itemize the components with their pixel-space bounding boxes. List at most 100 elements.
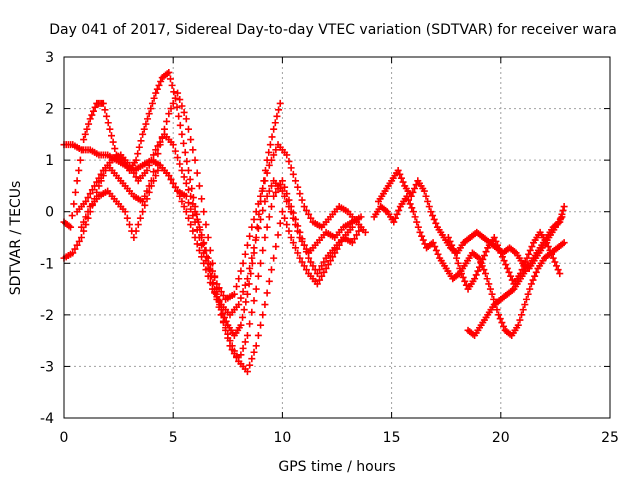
data-point xyxy=(496,315,504,323)
data-point xyxy=(150,168,158,176)
data-point xyxy=(324,261,332,269)
data-point xyxy=(254,200,262,208)
data-point xyxy=(480,252,488,260)
data-point xyxy=(237,267,245,275)
data-point xyxy=(521,301,529,309)
data-point xyxy=(326,257,334,265)
data-point xyxy=(422,192,430,200)
data-point xyxy=(267,156,275,164)
data-point xyxy=(182,179,190,187)
data-point xyxy=(165,110,173,118)
data-point xyxy=(261,177,269,185)
data-point xyxy=(414,223,422,231)
data-point xyxy=(240,306,248,314)
data-point xyxy=(134,221,142,229)
data-point xyxy=(560,203,568,211)
data-point xyxy=(154,150,162,158)
data-point xyxy=(139,208,147,216)
data-point xyxy=(166,75,174,83)
data-point xyxy=(150,151,158,159)
data-point xyxy=(516,316,524,324)
data-point xyxy=(307,214,315,222)
data-point xyxy=(109,138,117,146)
data-point xyxy=(248,259,256,267)
data-point xyxy=(390,218,398,226)
data-point xyxy=(178,102,186,110)
data-point xyxy=(233,352,241,360)
data-point xyxy=(495,245,503,253)
data-point xyxy=(163,117,171,125)
data-point xyxy=(475,254,483,262)
data-point xyxy=(248,308,256,316)
data-point xyxy=(283,221,291,229)
data-point xyxy=(150,177,158,185)
data-point xyxy=(302,206,310,214)
data-point xyxy=(168,81,176,89)
data-point xyxy=(333,245,341,253)
data-point xyxy=(123,214,131,222)
data-point xyxy=(155,81,163,89)
data-point xyxy=(193,169,201,177)
data-point xyxy=(278,187,286,195)
data-point xyxy=(270,192,278,200)
data-point xyxy=(393,210,401,218)
data-point xyxy=(548,250,556,258)
data-point xyxy=(202,221,210,229)
data-point xyxy=(396,170,404,178)
data-point xyxy=(73,241,81,249)
data-point xyxy=(457,270,465,278)
data-point xyxy=(474,267,482,275)
data-point xyxy=(274,185,282,193)
data-point xyxy=(158,134,166,142)
data-point xyxy=(180,203,188,211)
data-point xyxy=(206,261,214,269)
data-point xyxy=(289,170,297,178)
x-tick-label: 0 xyxy=(60,430,69,446)
data-point xyxy=(144,115,152,123)
plot-frame xyxy=(63,56,611,419)
data-point xyxy=(139,130,147,138)
data-point xyxy=(403,192,411,200)
data-point xyxy=(108,132,116,140)
data-point xyxy=(259,185,267,193)
data-point xyxy=(316,266,324,274)
data-point xyxy=(76,156,84,164)
y-tick-label: -1 xyxy=(40,256,54,272)
data-point xyxy=(171,147,179,155)
data-point xyxy=(529,276,537,284)
data-point xyxy=(174,154,182,162)
data-point xyxy=(71,188,79,196)
data-point xyxy=(241,281,249,289)
data-point xyxy=(78,146,86,154)
data-point xyxy=(176,160,184,168)
data-point xyxy=(486,285,494,293)
data-point xyxy=(276,99,284,107)
data-point xyxy=(394,166,402,174)
data-point xyxy=(294,183,302,191)
data-point xyxy=(453,254,461,262)
data-point xyxy=(318,272,326,280)
data-point xyxy=(266,141,274,149)
data-point xyxy=(494,241,502,249)
data-point xyxy=(472,271,480,279)
data-point xyxy=(237,351,245,359)
data-point xyxy=(70,200,78,208)
data-point xyxy=(267,182,275,190)
data-point xyxy=(427,208,435,216)
data-point xyxy=(167,105,175,113)
data-point xyxy=(294,222,302,230)
data-point xyxy=(143,166,151,174)
data-point xyxy=(82,213,90,221)
data-point xyxy=(448,241,456,249)
data-point xyxy=(93,188,101,196)
data-point xyxy=(292,215,300,223)
data-point xyxy=(395,206,403,214)
data-point xyxy=(145,161,153,169)
data-point xyxy=(454,259,462,267)
data-point xyxy=(418,232,426,240)
data-point xyxy=(246,232,254,240)
data-point xyxy=(173,103,181,111)
data-point xyxy=(276,219,284,227)
data-point xyxy=(265,187,273,195)
data-point xyxy=(204,254,212,262)
